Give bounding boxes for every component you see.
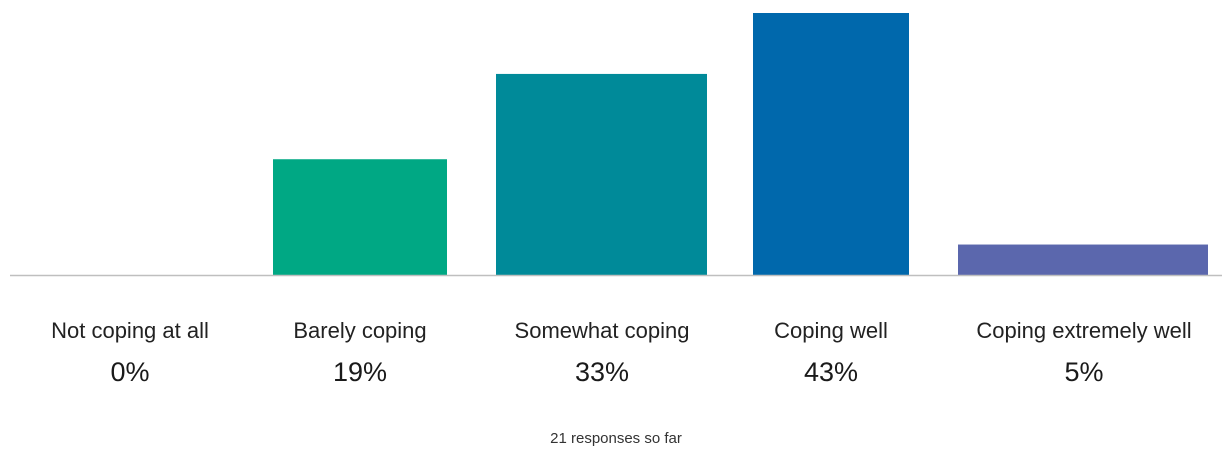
category-label-barely-coping: Barely coping (293, 318, 426, 343)
bar-coping-well (753, 13, 909, 275)
category-label-somewhat-coping: Somewhat coping (515, 318, 690, 343)
category-label-coping-extremely-well: Coping extremely well (976, 318, 1191, 343)
bar-barely-coping (273, 159, 447, 275)
category-labels-group: Not coping at all 0% Barely coping 19% Somew… (51, 318, 1191, 387)
bars-group (273, 13, 1208, 275)
bar-coping-extremely-well (958, 244, 1208, 275)
category-label-coping-well: Coping well (774, 318, 888, 343)
value-label-coping-well: 43% (804, 357, 858, 387)
value-label-somewhat-coping: 33% (575, 357, 629, 387)
value-label-coping-extremely-well: 5% (1064, 357, 1103, 387)
value-label-not-coping-at-all: 0% (110, 357, 149, 387)
bar-somewhat-coping (496, 73, 707, 275)
responses-count: 21 responses so far (550, 430, 682, 447)
category-label-not-coping-at-all: Not coping at all (51, 318, 209, 343)
value-label-barely-coping: 19% (333, 357, 387, 387)
